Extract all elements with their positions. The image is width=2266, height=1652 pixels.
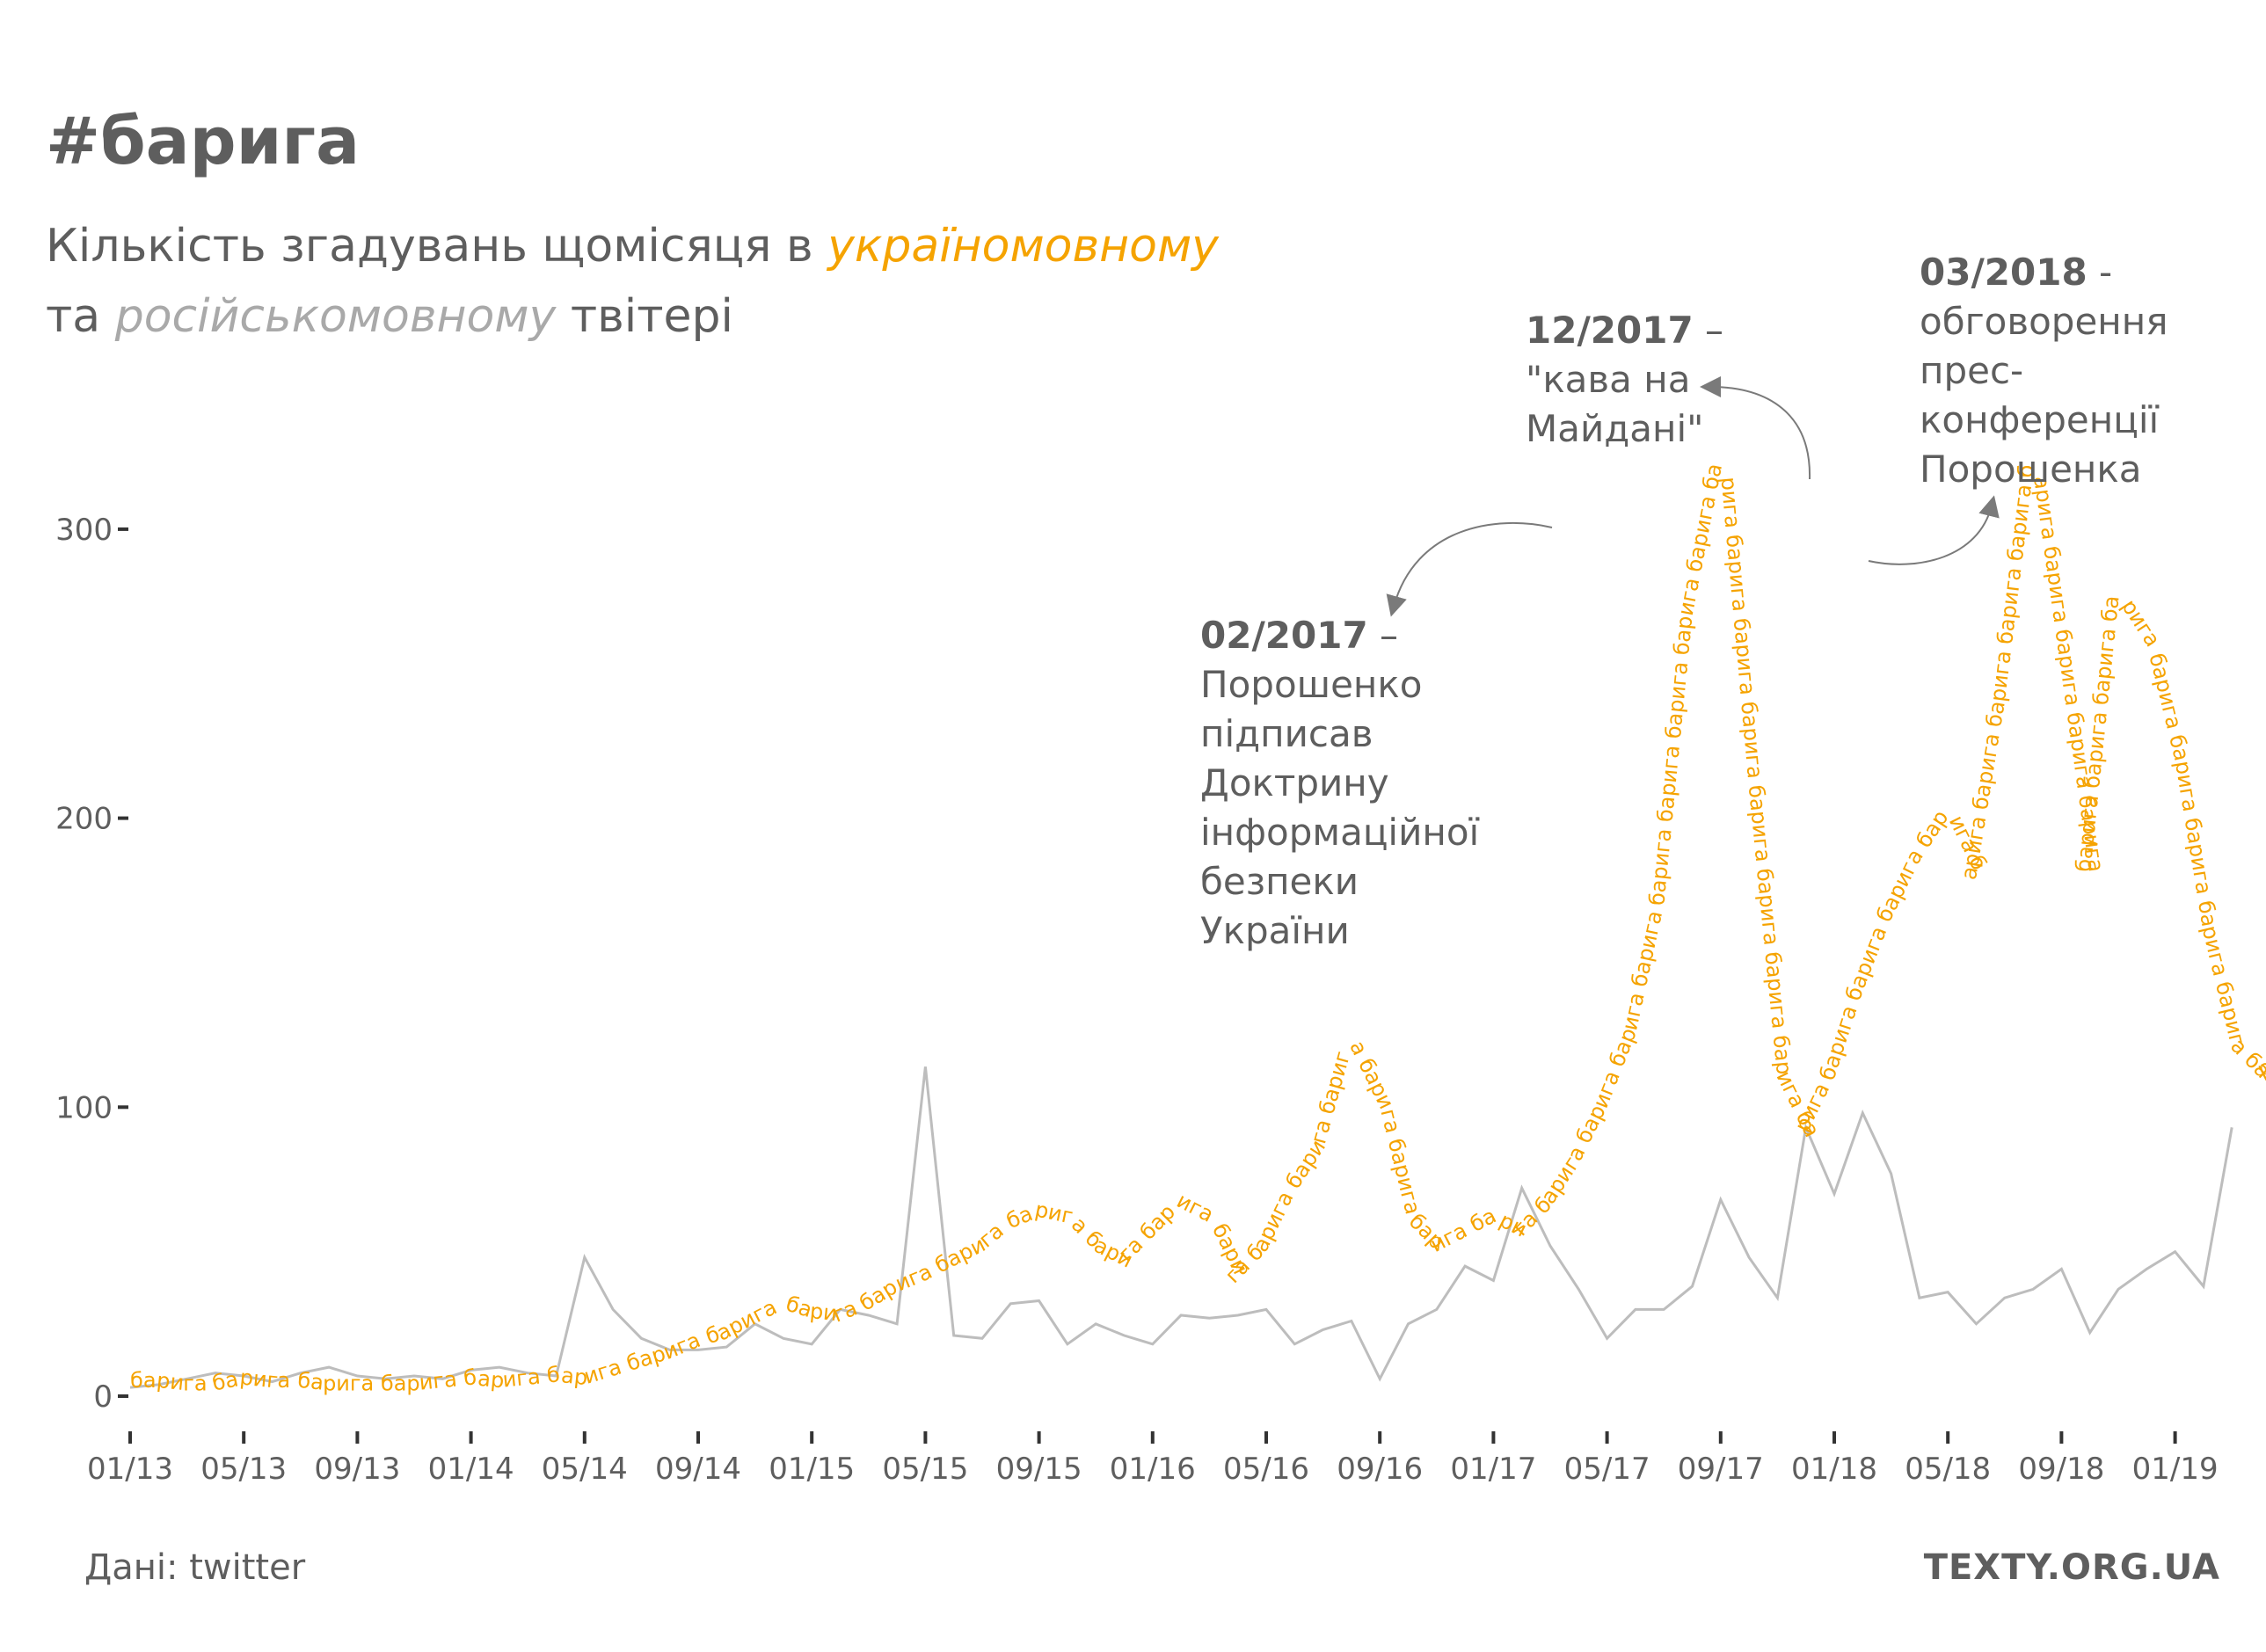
annotation-line: "кава на (1526, 358, 1691, 401)
ukrainian-series-textpath: барига барига барига барига барига бариг… (130, 462, 2266, 1396)
x-tick-label: 05/14 (542, 1452, 628, 1487)
x-tick-label: 01/18 (1791, 1452, 1877, 1487)
y-tick-label: 0 (93, 1379, 113, 1415)
annotation-line: конференції (1920, 398, 2160, 441)
annotation-arrow-12-2017 (1700, 376, 1811, 480)
annotation-date: 03/2018 (1920, 251, 2087, 294)
subtitle-ukrainian-legend: україномовному (827, 220, 1219, 273)
x-tick-label: 09/18 (2018, 1452, 2104, 1487)
annotation-arrow-02-2017 (1386, 522, 1553, 617)
annotation-03-2018: 03/2018 - обговорення прес- конференції … (1920, 248, 2168, 494)
x-tick-label: 05/18 (1905, 1452, 1991, 1487)
y-tick-label: 200 (55, 802, 113, 837)
y-tick-label: 300 (55, 513, 113, 548)
x-tick-label: 05/13 (200, 1452, 287, 1487)
annotation-line: Доктрину (1200, 761, 1389, 804)
x-tick-label: 05/17 (1564, 1452, 1650, 1487)
annotation-12-2017: 12/2017 – "кава на Майдані" (1526, 306, 1723, 454)
data-source: Дані: twitter (84, 1547, 306, 1588)
x-tick-label: 09/16 (1337, 1452, 1423, 1487)
x-tick-label: 01/19 (2132, 1452, 2219, 1487)
x-tick-label: 01/16 (1110, 1452, 1196, 1487)
x-tick-label: 09/13 (314, 1452, 400, 1487)
annotation-line: Порошенко (1200, 663, 1423, 706)
x-tick-label: 01/17 (1450, 1452, 1536, 1487)
x-tick-label: 09/17 (1678, 1452, 1764, 1487)
annotation-dash: – (1380, 614, 1399, 657)
x-axis: 01/13 05/13 09/13 01/14 05/14 09/14 01/15 05/15… (87, 1431, 2219, 1487)
subtitle-suffix: твітері (570, 290, 733, 343)
annotation-line: підписав (1200, 712, 1373, 755)
annotation-line: Майдані" (1526, 407, 1704, 450)
annotation-02-2017: 02/2017 – Порошенко підписав Доктрину ін… (1200, 611, 1479, 956)
x-tick-label: 09/15 (996, 1452, 1082, 1487)
annotation-dash: – (1705, 309, 1724, 352)
x-tick-label: 05/15 (882, 1452, 968, 1487)
x-tick-label: 05/16 (1223, 1452, 1309, 1487)
chart-title: #барига (46, 104, 361, 179)
x-tick-label: 09/14 (655, 1452, 741, 1487)
x-tick-label: 01/15 (769, 1452, 855, 1487)
annotation-line: прес- (1920, 349, 2024, 392)
ukrainian-series-path (130, 471, 2266, 1390)
chart-subtitle: Кількість згадувань щомісяця в україномо… (46, 211, 1277, 352)
y-tick-label: 100 (55, 1090, 113, 1125)
x-tick-label: 01/13 (87, 1452, 173, 1487)
x-tick-label: 01/14 (428, 1452, 514, 1487)
annotation-line: безпеки (1200, 860, 1359, 903)
russian-series-line (129, 1066, 2233, 1389)
annotation-line: Порошенка (1920, 448, 2142, 491)
annotation-line: інформаційної (1200, 811, 1480, 854)
annotation-arrow-03-2018 (1868, 495, 2000, 565)
annotation-date: 12/2017 (1526, 309, 1694, 352)
annotation-line: України (1200, 909, 1350, 952)
annotation-dash: - (2099, 251, 2113, 294)
brand-logo-text: TEXTY.ORG.UA (1923, 1547, 2220, 1588)
subtitle-prefix: Кількість згадувань щомісяця в (46, 220, 813, 273)
subtitle-russian-legend: російськомовному (114, 290, 557, 343)
annotation-line: обговорення (1920, 300, 2168, 343)
subtitle-and: та (46, 290, 101, 343)
y-axis: 0 100 200 300 (55, 513, 128, 1415)
annotation-date: 02/2017 (1200, 614, 1368, 657)
ukrainian-series-text-line: барига барига барига барига барига бариг… (130, 462, 2266, 1396)
